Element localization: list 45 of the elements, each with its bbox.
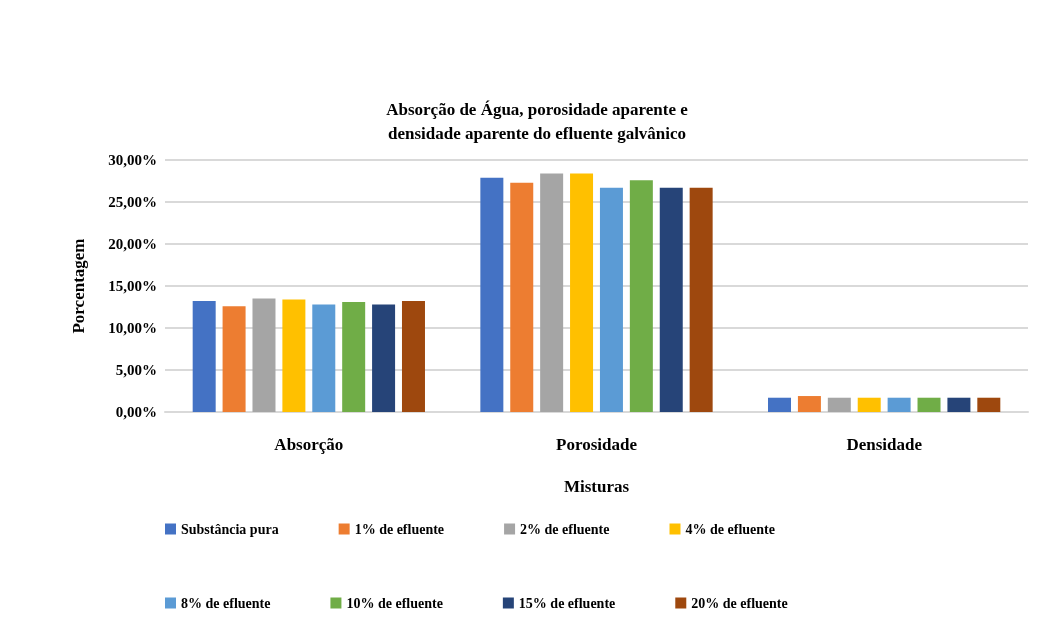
bar [312, 304, 336, 412]
bar [629, 180, 653, 412]
y-tick-label: 15,00% [108, 278, 157, 294]
bar [192, 301, 216, 412]
bar [659, 187, 683, 412]
bar [480, 177, 504, 412]
chart-title: Absorção de Água, porosidade aparente e densidade aparente do efluente galvânico [386, 99, 689, 143]
bar [342, 301, 366, 412]
bar [857, 397, 881, 412]
y-tick-label: 10,00% [108, 320, 157, 336]
bar [977, 397, 1001, 412]
bar [689, 187, 713, 412]
bar [887, 397, 911, 412]
bar [372, 304, 396, 412]
x-axis-title: Misturas [563, 477, 630, 496]
bar [282, 299, 306, 412]
y-tick-label: 20,00% [108, 236, 157, 252]
x-tick-label: Absorção [274, 435, 344, 454]
y-tick-label: 0,00% [115, 404, 157, 420]
legend-label: 4% de efluente [685, 521, 775, 537]
legend-label: 20% de efluente [691, 595, 788, 611]
legend-label: 15% de efluente [518, 595, 616, 611]
x-tick-label: Densidade [846, 435, 923, 454]
y-tick-label: 25,00% [108, 194, 157, 210]
legend-label: 1% de efluente [354, 521, 445, 537]
bar [599, 187, 623, 412]
bar [401, 301, 425, 412]
bar [570, 173, 594, 412]
legend-label: Substância pura [181, 521, 279, 537]
legend-label: 2% de efluente [520, 521, 610, 537]
y-tick-label: 5,00% [115, 362, 157, 378]
x-tick-label: Porosidade [556, 435, 638, 454]
y-axis-title: Porcentagem [69, 238, 88, 334]
bar [917, 397, 941, 412]
bar [252, 298, 276, 412]
bar [827, 397, 851, 412]
bar [768, 397, 792, 412]
legend-label: 10% de efluente [346, 595, 443, 611]
bar [947, 397, 971, 412]
legend-label: 8% de efluente [181, 595, 271, 611]
y-tick-label: 30,00% [108, 152, 157, 168]
bar [510, 182, 534, 412]
bar [222, 306, 246, 412]
bar [797, 396, 821, 412]
bar [540, 173, 564, 412]
